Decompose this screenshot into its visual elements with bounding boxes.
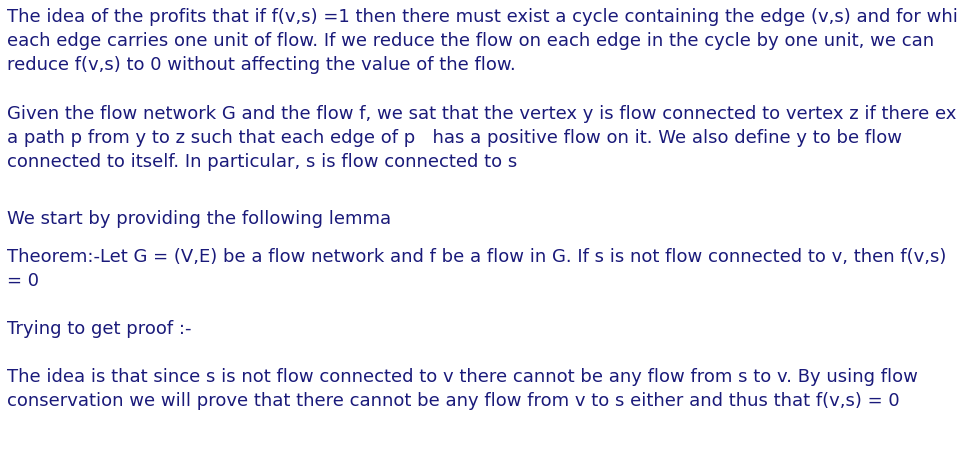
Text: The idea is that since s is not flow connected to v there cannot be any flow fro: The idea is that since s is not flow con… [7,368,918,410]
Text: Given the flow network G and the flow f, we sat that the vertex y is flow connec: Given the flow network G and the flow f,… [7,105,958,171]
Text: Trying to get proof :-: Trying to get proof :- [7,320,192,338]
Text: The idea of the profits that if f(v,s) =1 then there must exist a cycle containi: The idea of the profits that if f(v,s) =… [7,8,958,74]
Text: Theorem:-Let G = (V,E) be a flow network and f be a flow in G. If s is not flow : Theorem:-Let G = (V,E) be a flow network… [7,248,947,290]
Text: We start by providing the following lemma: We start by providing the following lemm… [7,210,391,228]
